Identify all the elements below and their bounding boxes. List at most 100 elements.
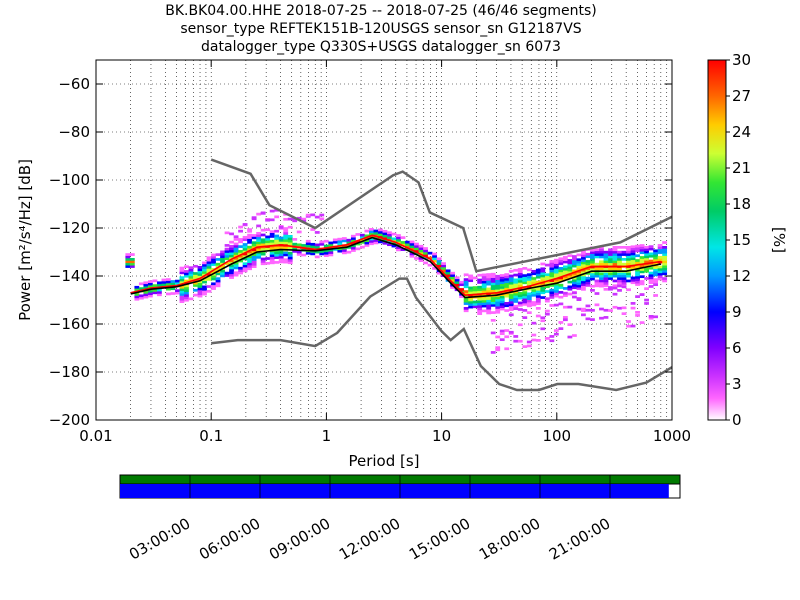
heatmap-cell <box>256 236 262 240</box>
heatmap-cell <box>179 295 185 299</box>
heatmap-cell <box>332 238 338 242</box>
heatmap-cell <box>481 273 487 277</box>
heatmap-cell <box>481 304 487 308</box>
heatmap-cell <box>301 217 307 221</box>
heatmap-cell <box>337 242 343 246</box>
heatmap-cell <box>220 257 225 261</box>
heatmap-cell <box>432 257 437 261</box>
heatmap-cell <box>283 258 289 262</box>
heatmap-cell <box>405 240 410 244</box>
heatmap-cell <box>486 301 492 305</box>
heatmap-cell <box>594 274 600 278</box>
heatmap-cell <box>319 217 325 221</box>
heatmap-cell <box>468 274 474 278</box>
heatmap-cell <box>193 274 198 278</box>
heatmap-cell <box>603 258 609 261</box>
heatmap-cell <box>549 281 555 285</box>
heatmap-cell <box>522 291 528 294</box>
nlnm-line <box>211 277 672 392</box>
heatmap-cell <box>504 275 510 279</box>
heatmap-cell <box>184 265 189 268</box>
heatmap-cell <box>630 250 636 253</box>
heatmap-cell <box>346 241 352 244</box>
heatmap-cell <box>138 282 144 286</box>
heatmap-cell <box>571 279 577 282</box>
heatmap-cell <box>314 245 320 249</box>
heatmap-cell <box>256 239 262 242</box>
heatmap-cell <box>653 280 659 284</box>
heatmap-cell <box>599 255 604 259</box>
heatmap-cell <box>229 240 234 244</box>
heatmap-cell <box>517 272 523 276</box>
heatmap-cell <box>229 269 234 272</box>
heatmap-cell <box>508 298 514 302</box>
heatmap-cell <box>233 266 239 270</box>
heatmap-cell <box>486 289 492 293</box>
heatmap-cell <box>612 274 618 278</box>
heatmap-cell <box>260 257 266 261</box>
heatmap-cell <box>409 247 415 251</box>
heatmap-cell <box>287 247 293 250</box>
heatmap-cell <box>603 250 609 254</box>
heatmap-cell <box>535 297 541 301</box>
heatmap-cell <box>179 281 185 284</box>
heatmap-cell <box>260 260 266 263</box>
heatmap-cell <box>662 253 668 256</box>
heatmap-cell <box>630 259 636 263</box>
heatmap-cell <box>125 262 131 266</box>
heatmap-cell <box>486 309 492 312</box>
heatmap-cell <box>562 277 568 281</box>
heatmap-cell <box>247 253 253 256</box>
heatmap-cell <box>184 286 189 290</box>
heatmap-cell <box>535 314 541 318</box>
x-axis-ticks: 0.01 0.1 1 10 100 1000 <box>79 60 691 445</box>
heatmap-cell <box>359 241 365 244</box>
heatmap-cell <box>188 266 194 270</box>
heatmap-cell <box>256 224 262 228</box>
heatmap-cell <box>576 260 582 264</box>
heatmap-cell <box>635 295 640 298</box>
heatmap-cell <box>630 252 636 256</box>
heatmap-cell <box>418 244 424 248</box>
heatmap-cell <box>188 280 194 284</box>
heatmap-cell <box>504 304 510 308</box>
heatmap-cell <box>224 252 230 256</box>
heatmap-cell <box>630 247 636 251</box>
heatmap-cell <box>156 281 162 285</box>
heatmap-cell <box>350 234 356 238</box>
heatmap-cell <box>585 284 591 287</box>
heatmap-cell <box>594 262 600 266</box>
heatmap-cell <box>305 239 311 243</box>
heatmap-cell <box>540 319 546 323</box>
heatmap-cell <box>269 247 275 250</box>
heatmap-cell <box>409 254 415 258</box>
heatmap-cell <box>594 250 600 254</box>
heatmap-cell <box>657 268 663 271</box>
heatmap-cell <box>553 332 559 336</box>
heatmap-cell <box>644 257 649 261</box>
heatmap-cell <box>486 297 492 300</box>
heatmap-cell <box>323 244 329 248</box>
heatmap-cell <box>328 251 334 254</box>
heatmap-cell <box>508 330 514 334</box>
heatmap-cell <box>562 267 568 271</box>
heatmap-cell <box>233 247 239 251</box>
heatmap-cell <box>332 248 338 251</box>
heatmap-cell <box>179 278 185 282</box>
heatmap-cell <box>287 225 293 229</box>
heatmap-cell <box>260 252 266 256</box>
heatmap-cell <box>314 243 320 247</box>
heatmap-cell <box>495 306 501 309</box>
heatmap-cell <box>531 333 537 337</box>
heatmap-cell <box>508 269 514 273</box>
heatmap-cell <box>499 274 505 277</box>
heatmap-cell <box>481 280 487 284</box>
heatmap-cell <box>567 287 573 291</box>
heatmap-cell <box>531 293 537 297</box>
heatmap-cell <box>657 251 663 254</box>
heatmap-cell <box>590 256 595 259</box>
heatmap-cell <box>477 307 483 311</box>
heatmap-cell <box>630 281 636 285</box>
heatmap-cell <box>260 240 266 244</box>
heatmap-cell <box>477 312 483 315</box>
